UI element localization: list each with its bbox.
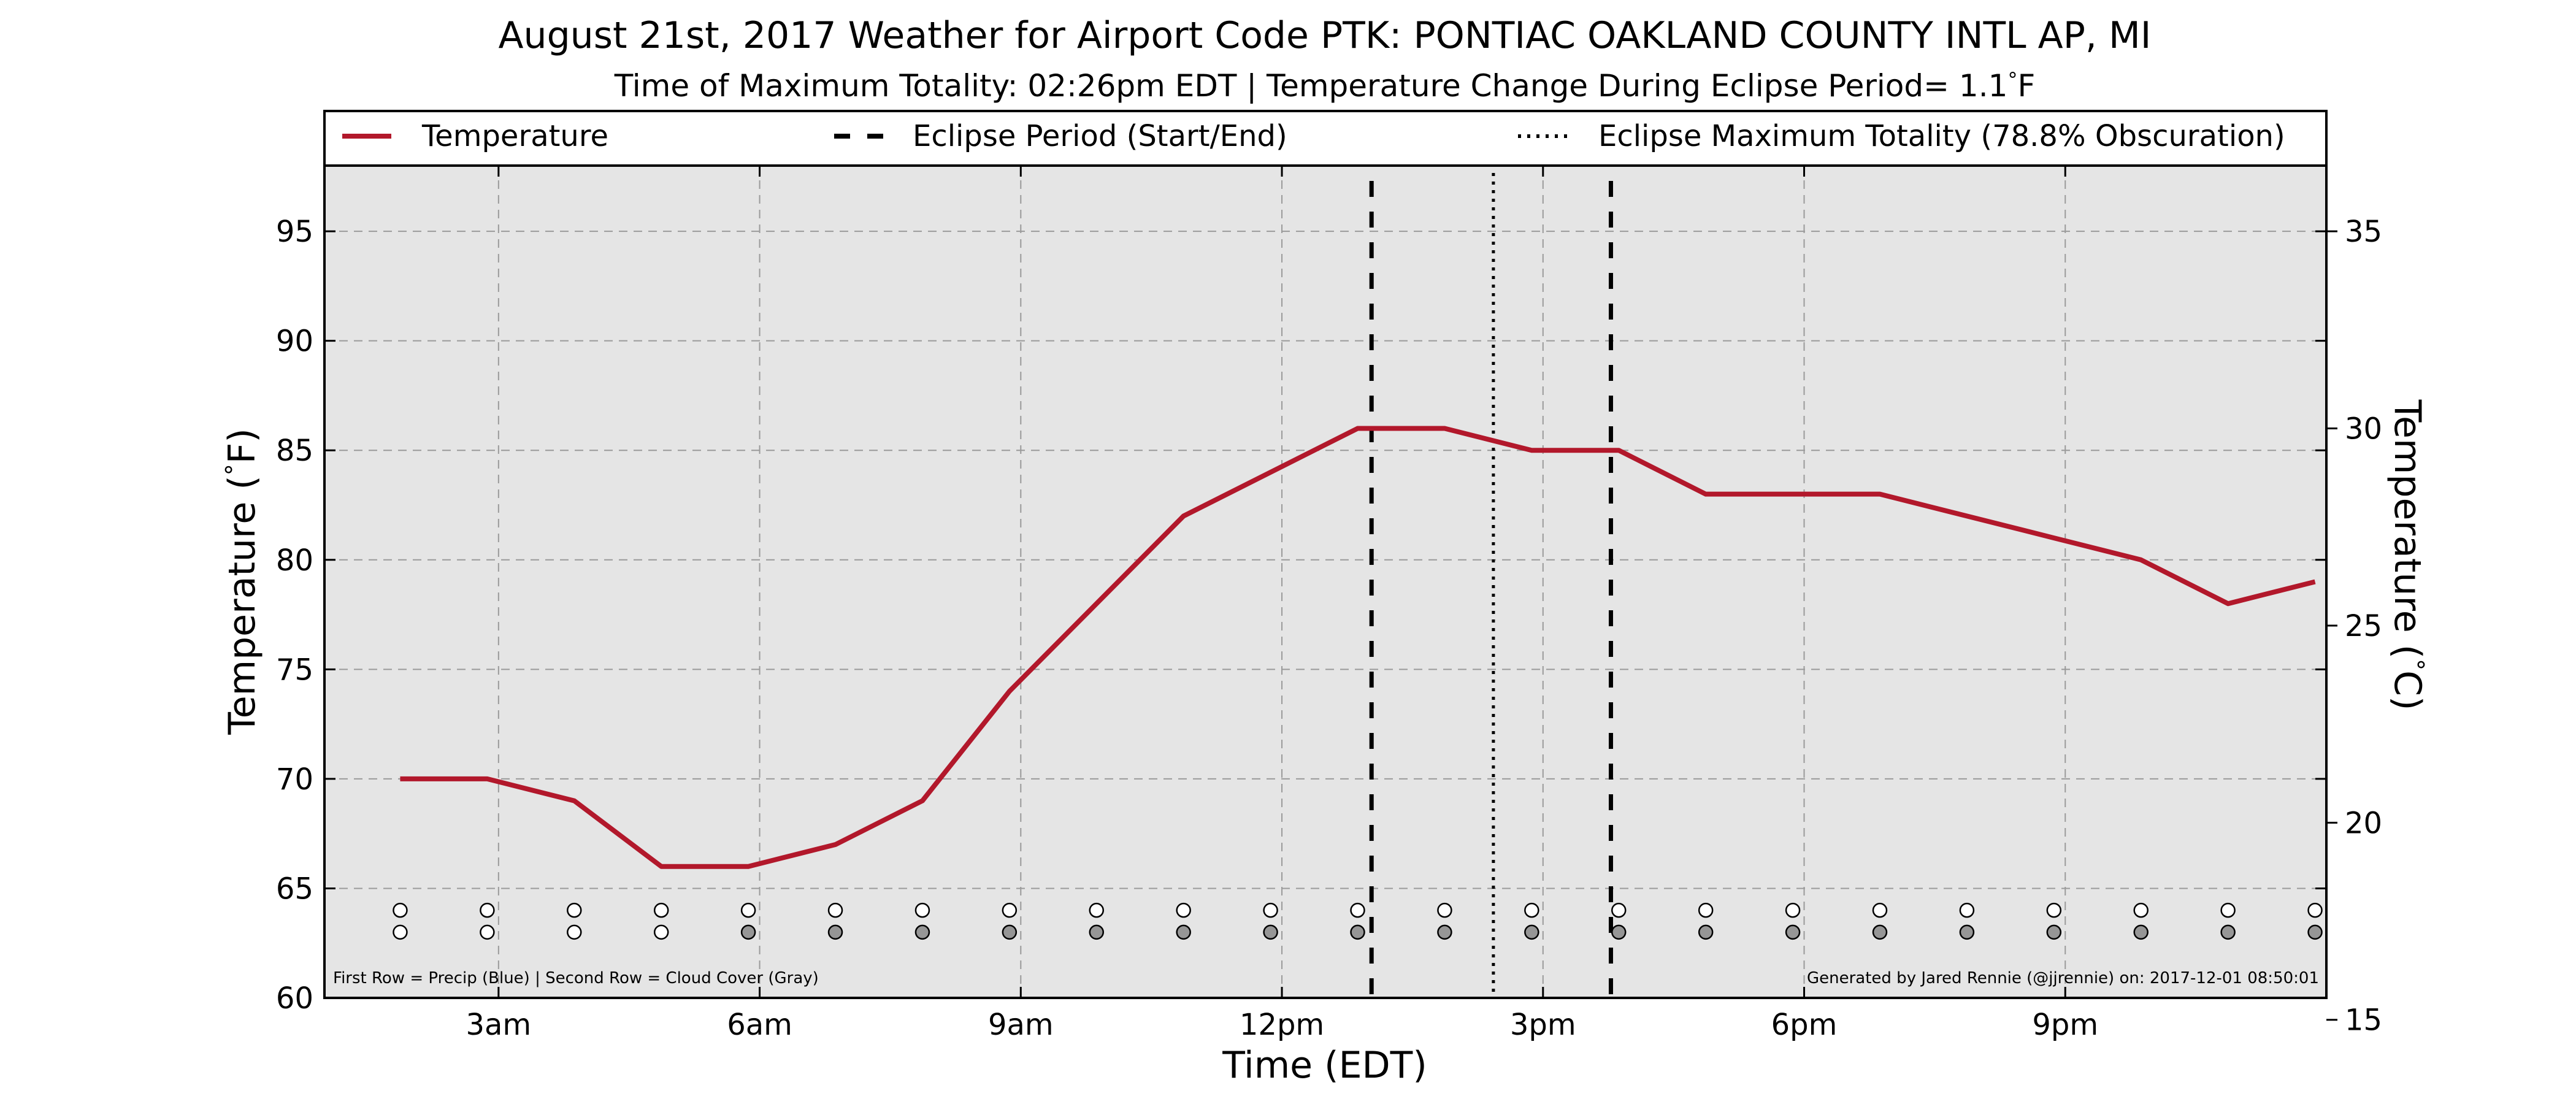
cloud-marker [1089,924,1105,940]
cloud-marker [1437,924,1452,940]
y-tick-label: 85 [276,434,313,468]
precip-marker [393,902,408,918]
y-tick-label: 70 [276,762,313,797]
footnote-left: First Row = Precip (Blue) | Second Row =… [333,969,819,987]
precip-marker [1089,902,1105,918]
cloud-marker [1611,924,1627,940]
precip-marker [1698,902,1714,918]
y-axis-ticks-left: 60 65 70 75 80 85 90 95 [276,215,2326,1016]
y-right-degree: ° [2402,659,2429,670]
precip-marker [2307,902,2323,918]
y-left-degree: ° [221,464,248,475]
cloud-marker [740,924,756,940]
legend-label-eclipse-max: Eclipse Maximum Totality (78.8% Obscurat… [1598,119,2285,153]
x-tick-label: 3am [466,1008,531,1042]
x-tick-label: 6am [727,1008,792,1042]
cloud-marker [393,924,408,940]
y-right-tick-label: 35 [2345,215,2382,249]
y-tick-label: 80 [276,543,313,578]
x-tick-label: 9pm [2032,1008,2098,1042]
cloud-marker [653,924,669,940]
plot-area [324,166,2326,998]
temperature-series-line [400,426,2316,869]
chart-title: August 21st, 2017 Weather for Airport Co… [499,14,2152,57]
precip-marker [480,902,495,918]
y-axis-ticks-right: 15 20 25 30 35 [2326,215,2382,1038]
precip-marker [653,902,669,918]
precip-marker [567,902,582,918]
footnote-right: Generated by Jared Rennie (@jjrennie) on… [1807,969,2319,987]
y-left-label-text: Temperature ( [221,475,264,735]
y-right-tick-label: 30 [2345,412,2382,447]
legend-box [323,110,2328,167]
subtitle-text: Time of Maximum Totality: 02:26pm EDT | … [614,68,2008,104]
grid-lines [324,166,2326,998]
precip-marker [1437,902,1452,918]
precip-marker [914,902,930,918]
y-right-tick-label: 15 [2345,1003,2382,1038]
precip-marker [1263,902,1278,918]
y-axis-label-right: Temperature (°C) [2386,399,2429,711]
y-right-unit: C) [2386,670,2429,710]
precip-marker [1002,902,1018,918]
subtitle-degree: ° [2007,68,2017,91]
cloud-marker [1698,924,1714,940]
precip-marker [2220,902,2236,918]
y-tick-label: 65 [276,872,313,906]
precip-marker [1350,902,1365,918]
cloud-marker [1872,924,1888,940]
y-right-label-text: Temperature ( [2386,399,2429,659]
x-axis-label: Time (EDT) [1222,1044,1427,1087]
cloud-marker [2046,924,2062,940]
precip-marker [2133,902,2149,918]
cloud-marker [2133,924,2149,940]
cloud-marker [1524,924,1539,940]
y-right-tick-label: 25 [2345,609,2382,643]
precip-marker [1176,902,1191,918]
cloud-marker [480,924,495,940]
y-tick-label: 90 [276,324,313,359]
x-tick-label: 6pm [1771,1008,1838,1042]
cloud-marker [914,924,930,940]
legend-label-temperature: Temperature [421,119,608,153]
cloud-marker [2220,924,2236,940]
cloud-marker [1785,924,1801,940]
cloud-marker [2307,924,2323,940]
chart-subtitle: Time of Maximum Totality: 02:26pm EDT | … [614,68,2035,104]
y-axis-label-left: Temperature (°F) [221,428,264,735]
series-layer [400,426,2316,869]
y-tick-label: 95 [276,215,313,249]
precip-marker [2046,902,2062,918]
marker-rows [393,902,2323,940]
precip-marker [1959,902,1975,918]
legend-label-eclipse-period: Eclipse Period (Start/End) [913,119,1287,153]
precip-marker [1524,902,1539,918]
x-axis-ticks: 3am 6am 9am 12pm 3pm 6pm 9pm [466,166,2098,1042]
x-tick-label: 12pm [1240,1008,1324,1042]
x-tick-label: 9am [988,1008,1054,1042]
y-tick-label: 60 [276,981,313,1016]
y-right-tick-label: 20 [2345,806,2382,840]
precip-marker [827,902,843,918]
y-tick-label: 75 [276,653,313,687]
cloud-marker [1176,924,1191,940]
subtitle-unit: F [2017,68,2035,104]
cloud-marker [1350,924,1365,940]
precip-marker [1785,902,1801,918]
x-tick-label: 3pm [1510,1008,1576,1042]
y-left-unit: F) [221,428,264,464]
cloud-marker [1263,924,1278,940]
cloud-marker [567,924,582,940]
cloud-marker [827,924,843,940]
cloud-marker [1002,924,1018,940]
cloud-marker [1959,924,1975,940]
legend: Temperature Eclipse Period (Start/End) E… [323,110,2328,167]
precip-marker [1872,902,1888,918]
precip-marker [1611,902,1627,918]
eclipse-lines [1369,173,1613,998]
precip-marker [740,902,756,918]
